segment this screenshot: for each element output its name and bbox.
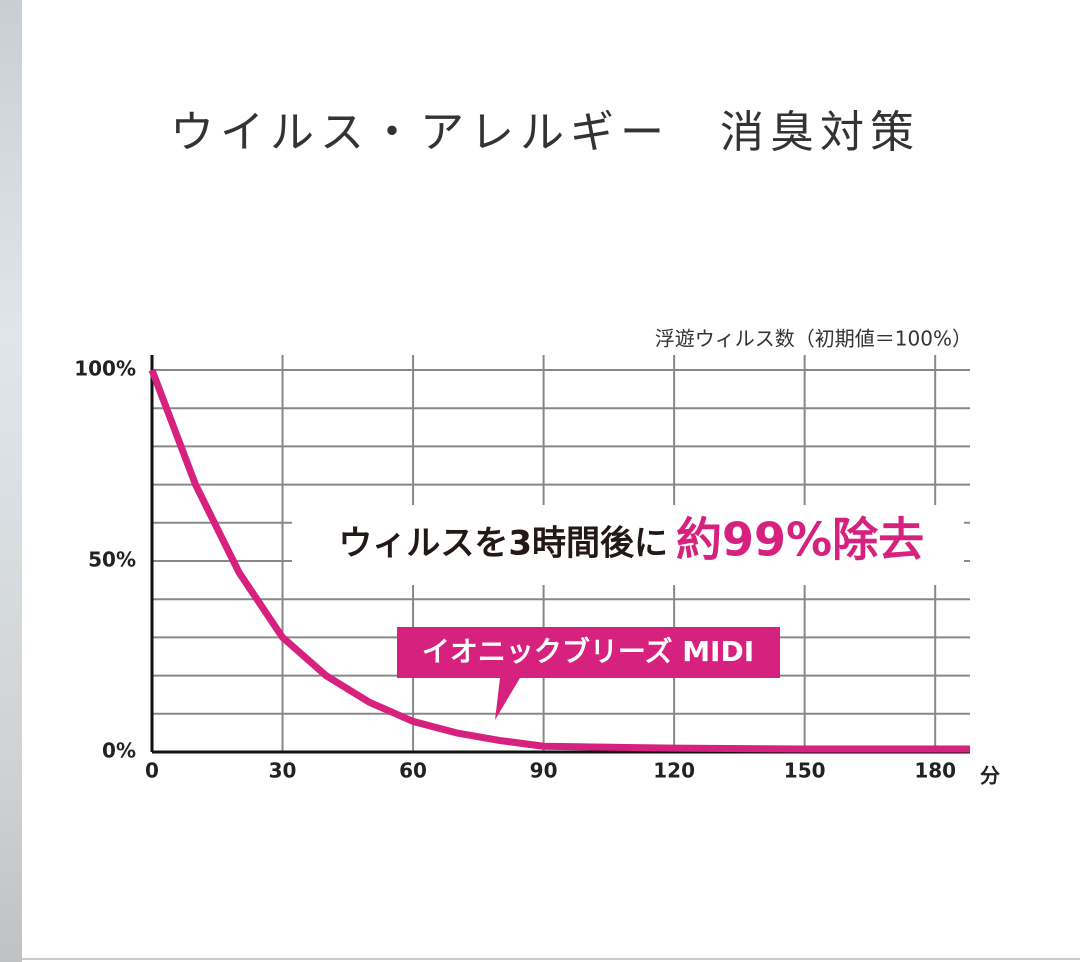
headline-bg [292, 505, 964, 585]
side-photo [0, 0, 22, 962]
x-tick-label: 90 [530, 759, 558, 783]
callout-text: イオニックブリーズ MIDI [422, 635, 754, 668]
headline: ウィルスを3時間後に [338, 524, 668, 564]
x-tick-label: 60 [399, 759, 427, 783]
x-tick-label: 120 [653, 759, 695, 783]
data-line [148, 368, 970, 753]
y-tick-label: 0% [102, 739, 136, 763]
x-tick-label: 150 [784, 759, 826, 783]
x-tick-label: 180 [914, 759, 956, 783]
x-tick-label: 30 [269, 759, 297, 783]
x-tick-label: 0 [145, 759, 159, 783]
title: ウイルス・アレルギー 消臭対策 [170, 107, 920, 158]
y-tick-label: 100% [74, 357, 136, 381]
callout-box [397, 627, 780, 720]
headline-emphasis: 約99%除去 [676, 513, 924, 567]
y-axis-label: 浮遊ウィルス数（初期値＝100%） [655, 327, 972, 351]
y-tick-label: 50% [88, 548, 136, 572]
x-unit: 分 [980, 764, 1000, 788]
